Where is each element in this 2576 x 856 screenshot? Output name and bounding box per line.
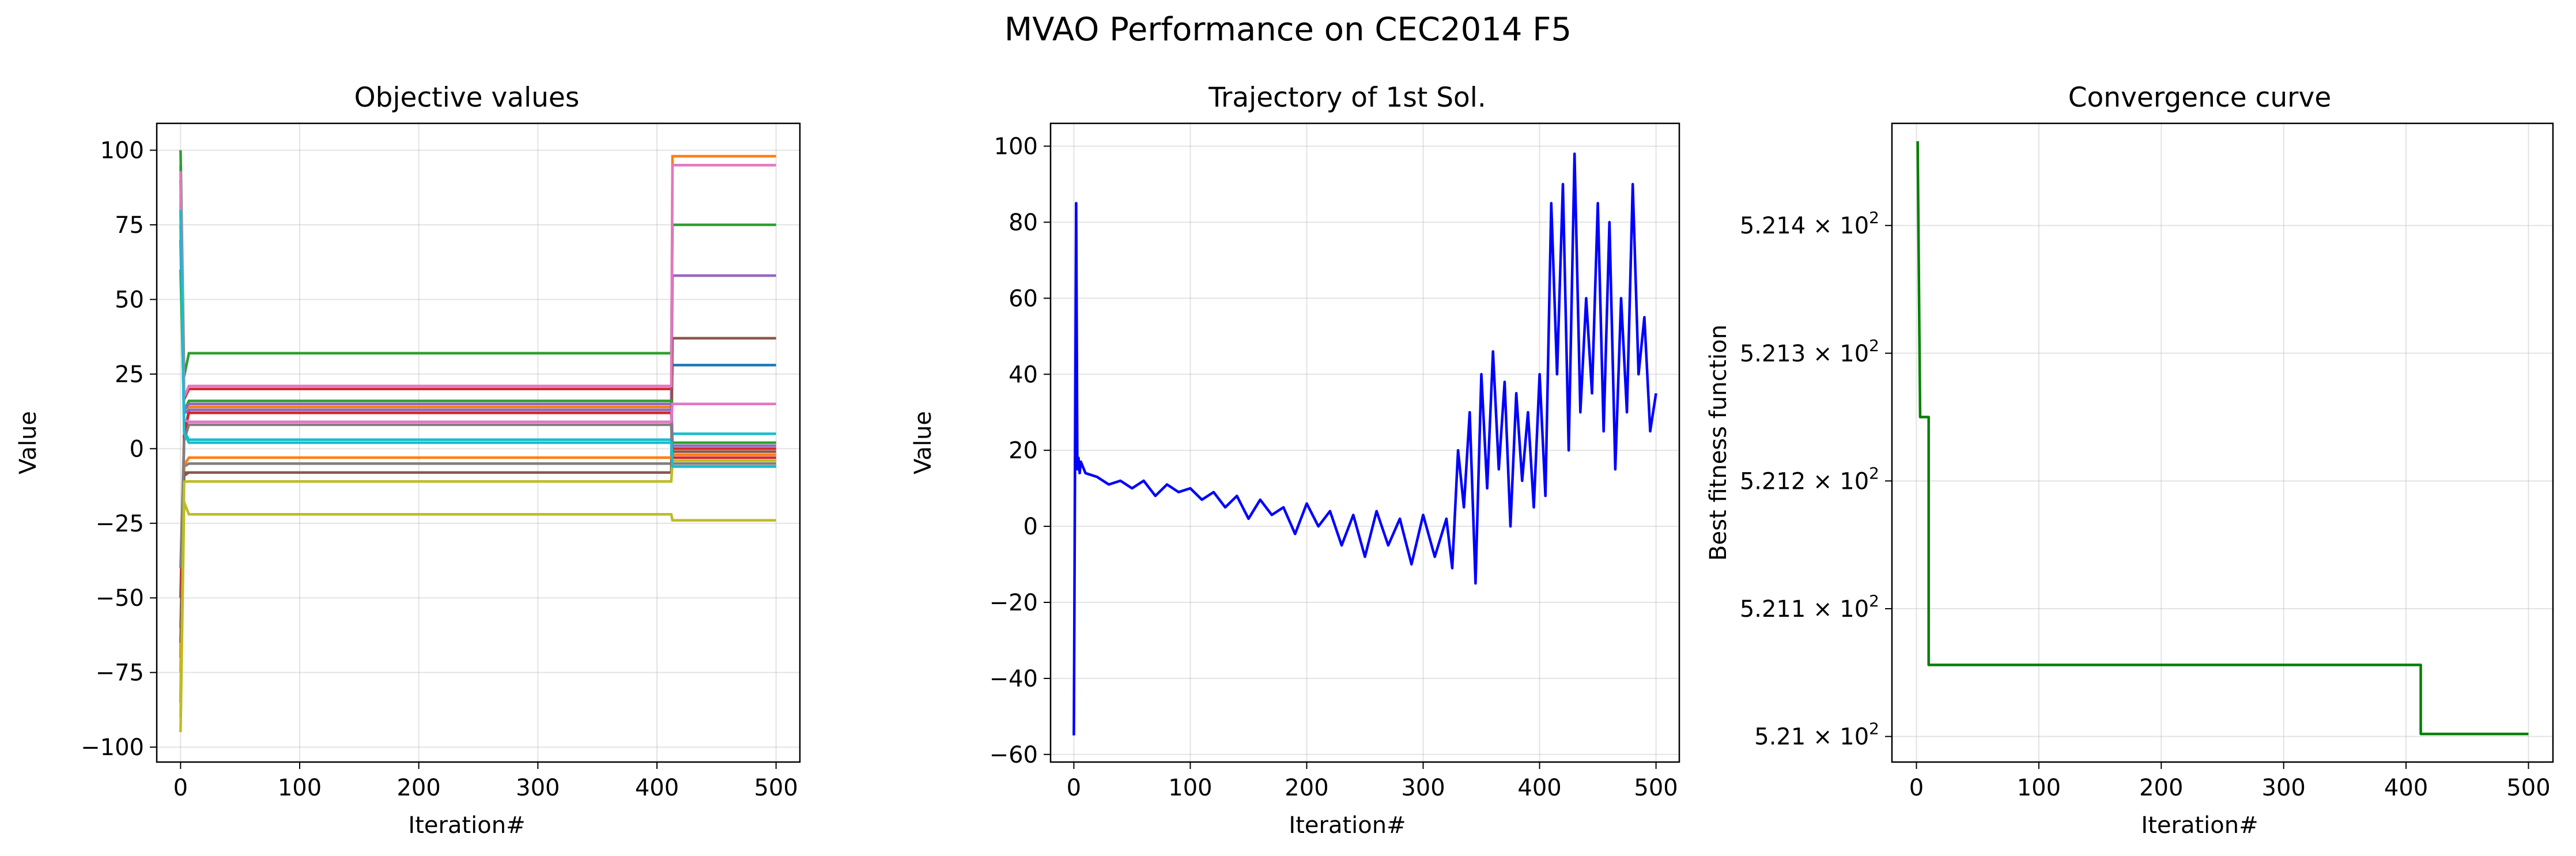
y-tick-label: 5.212 × 102 (1740, 463, 1879, 495)
x-tick-label: 0 (1909, 775, 1924, 801)
y-tick-label: 50 (115, 286, 144, 313)
y-tick-label: 0 (1023, 514, 1038, 540)
series-group (179, 150, 776, 733)
panel1-xlabel: Iteration# (408, 812, 525, 839)
x-tick-label: 400 (1517, 775, 1561, 801)
y-tick-label: 5.211 × 102 (1740, 591, 1879, 623)
x-tick-label: 300 (2262, 775, 2306, 801)
axes-frame (1891, 122, 2554, 763)
y-tick-label: −20 (989, 590, 1038, 616)
y-tick-label: −100 (81, 734, 144, 761)
y-tick-label: −25 (96, 511, 144, 537)
y-tick-label: 40 (1009, 361, 1038, 388)
x-tick-label: 100 (278, 775, 322, 801)
axes-frame (1049, 122, 1680, 763)
panel3-title: Convergence curve (2068, 82, 2332, 114)
panel2-title: Trajectory of 1st Sol. (1208, 82, 1486, 114)
y-tick-label: 25 (115, 361, 144, 388)
series-group (1916, 141, 2529, 736)
trajectory-line (1072, 152, 1657, 736)
panel-trajectory: Trajectory of 1st Sol. Iteration# Value … (910, 82, 1680, 839)
figure-title: MVAO Performance on CEC2014 F5 (1004, 11, 1572, 48)
x-tick-label: 200 (2139, 775, 2183, 801)
y-tick-label: 20 (1009, 438, 1038, 464)
y-tick-label: 80 (1009, 209, 1038, 236)
y-tick-label: 0 (130, 436, 144, 462)
panel2-xlabel: Iteration# (1289, 812, 1406, 839)
panel1-title: Objective values (354, 82, 580, 114)
x-tick-label: 0 (173, 775, 188, 801)
series-line-20 (179, 210, 776, 468)
x-tick-label: 0 (1067, 775, 1081, 801)
series-group (1072, 152, 1657, 736)
x-tick-label: 500 (754, 775, 798, 801)
y-tick-label: 5.214 × 102 (1740, 208, 1879, 239)
x-tick-label: 500 (1634, 775, 1678, 801)
convergence-line (1916, 141, 2529, 736)
panel-convergence: Convergence curve Iteration# Best fitnes… (1705, 82, 2554, 839)
axes-frame (156, 122, 801, 763)
y-tick-label: −60 (989, 742, 1038, 768)
y-tick-label: 5.213 × 102 (1740, 336, 1879, 367)
x-tick-label: 400 (2384, 775, 2428, 801)
y-tick-label: −50 (96, 585, 144, 612)
y-tick-label: 5.21 × 102 (1754, 719, 1879, 751)
panel1-ylabel: Value (15, 411, 41, 474)
y-tick-label: 100 (100, 138, 144, 164)
y-tick-label: 60 (1009, 285, 1038, 312)
x-tick-label: 100 (2017, 775, 2061, 801)
panel3-ylabel: Best fitness function (1705, 325, 1732, 561)
y-tick-label: 100 (994, 134, 1038, 160)
x-tick-label: 300 (516, 775, 560, 801)
panel-objective-values: Objective values Iteration# Value 0 100 20… (15, 82, 801, 839)
y-tick-label: −40 (989, 666, 1038, 692)
x-tick-label: 300 (1401, 775, 1445, 801)
panel3-xlabel: Iteration# (2141, 812, 2258, 839)
x-tick-label: 400 (635, 775, 679, 801)
x-tick-label: 200 (1285, 775, 1328, 801)
y-tick-label: −75 (96, 660, 144, 687)
x-tick-label: 500 (2506, 775, 2550, 801)
panel2-ylabel: Value (910, 411, 936, 474)
x-tick-label: 100 (1168, 775, 1212, 801)
x-tick-label: 200 (396, 775, 440, 801)
y-tick-label: 75 (115, 212, 144, 239)
